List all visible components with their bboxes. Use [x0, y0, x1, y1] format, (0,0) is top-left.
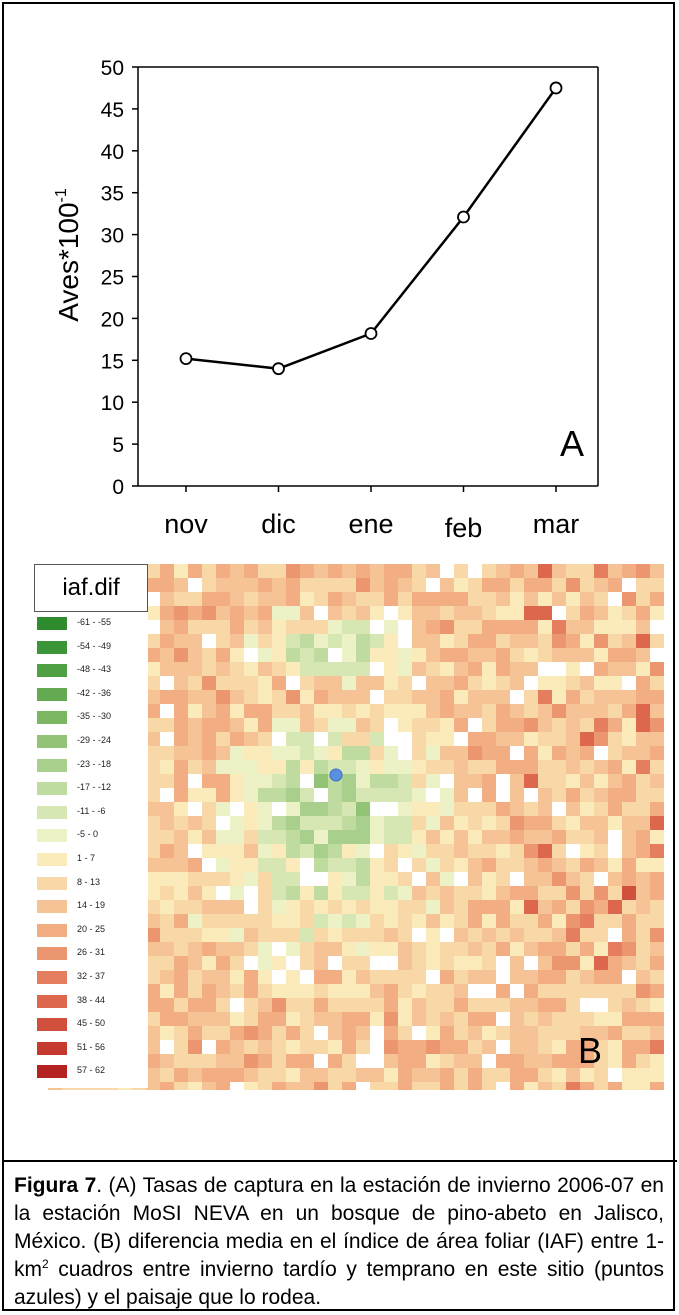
legend-swatch [36, 663, 68, 679]
caption-label: Figura 7 [14, 1174, 97, 1197]
legend-item: 51 - 56 [34, 1039, 148, 1058]
legend-swatch [36, 1017, 68, 1033]
x-tick-label: dic [261, 509, 296, 539]
y-tick-label: 25 [101, 267, 124, 290]
legend-item: 1 - 7 [34, 850, 148, 869]
legend-label: 57 - 62 [77, 1065, 106, 1076]
panel-label-b: B [578, 1030, 603, 1071]
legend-label: -42 - -36 [77, 687, 112, 698]
legend-label: -17 - -12 [77, 782, 112, 793]
figure-caption: Figura 7. (A) Tasas de captura en la est… [14, 1172, 664, 1312]
legend-swatch [36, 804, 68, 820]
y-tick-label: 15 [101, 350, 124, 373]
station-point [329, 768, 343, 782]
map-legend: -61 - -55 -54 - -49 -48 - -43 -42 - -36 -35 … [34, 612, 148, 1088]
legend-item: -11 - -6 [34, 803, 148, 822]
x-tick-label: mar [533, 509, 580, 539]
legend-swatch [36, 970, 68, 985]
line-chart-a: 0 5 10 15 20 25 30 35 40 45 50 nov dic ene feb mar A A… [53, 57, 599, 543]
caption-text-2: cuadros entre invierno tardío y temprano… [14, 1258, 664, 1309]
legend-label: 26 - 31 [77, 947, 106, 958]
legend-label: -61 - -55 [77, 617, 112, 627]
y-tick-label: 35 [101, 183, 124, 206]
legend-swatch [36, 993, 68, 1009]
y-tick-label: 50 [101, 57, 124, 80]
legend-item: -42 - -36 [34, 685, 148, 704]
y-tick-label: 0 [112, 476, 124, 499]
data-point [457, 210, 470, 224]
legend-title: iaf.dif [34, 564, 148, 612]
legend-item: -54 - -49 [34, 638, 148, 657]
caption-superscript: 2 [42, 1257, 49, 1271]
legend-item: 38 - 44 [34, 992, 148, 1011]
legend-label: 45 - 50 [77, 1018, 106, 1029]
legend-label: 14 - 19 [77, 900, 106, 911]
y-axis-label: Aves*100-1 [53, 188, 84, 322]
legend-swatch [36, 1040, 68, 1056]
y-tick-label: 10 [101, 392, 124, 415]
legend-swatch [36, 1064, 68, 1080]
legend-item: -5 - 0 [34, 826, 148, 845]
legend-item: 26 - 31 [34, 944, 148, 963]
legend-label: -54 - -49 [77, 640, 112, 651]
legend-item: 57 - 62 [34, 1062, 148, 1081]
data-point [364, 327, 378, 340]
legend-swatch [36, 686, 68, 702]
legend-swatch [36, 757, 68, 773]
series-line [185, 87, 558, 370]
legend-item: 14 - 19 [34, 897, 148, 916]
legend-item: -61 - -55 [34, 614, 148, 633]
legend-label: -23 - -18 [77, 758, 112, 769]
legend-item: -35 - -30 [34, 708, 148, 727]
legend-label: 32 - 37 [77, 971, 106, 981]
legend-swatch [36, 946, 68, 962]
legend-label: 8 - 13 [77, 876, 101, 887]
legend-swatch [36, 639, 68, 655]
legend-item: 45 - 50 [34, 1015, 148, 1034]
x-tick-label: feb [445, 513, 483, 543]
y-axis: 0 5 10 15 20 25 30 35 40 45 50 [101, 57, 599, 499]
legend-item: 32 - 37 [34, 968, 148, 987]
data-point [549, 81, 563, 95]
legend-label: 1 - 7 [77, 853, 96, 863]
legend-item: -29 - -24 [34, 732, 148, 751]
legend-swatch [36, 828, 68, 844]
y-tick-label: 40 [101, 141, 124, 164]
legend-label: -5 - 0 [77, 829, 99, 840]
caption-divider [2, 1160, 677, 1162]
y-tick-label: 20 [101, 308, 124, 331]
legend-label: -11 - -6 [77, 805, 106, 816]
legend-item: -48 - -43 [34, 661, 148, 680]
legend-swatch [36, 852, 68, 867]
legend-label: 38 - 44 [77, 994, 106, 1005]
legend-item: 20 - 25 [34, 921, 148, 940]
caption-text: . (A) Tasas de captura en la estación de… [14, 1174, 664, 1281]
legend-swatch [36, 875, 68, 891]
data-point [272, 362, 285, 376]
legend-label: -48 - -43 [77, 664, 112, 675]
legend-item: 8 - 13 [34, 874, 148, 893]
legend-item: -23 - -18 [34, 756, 148, 775]
legend-swatch [36, 899, 68, 915]
y-tick-label: 45 [101, 99, 124, 122]
legend-swatch [36, 710, 68, 726]
legend-label: 20 - 25 [77, 923, 106, 934]
legend-label: -35 - -30 [77, 711, 112, 722]
panel-label-a: A [560, 423, 584, 464]
series-layer [179, 81, 563, 376]
legend-swatch [36, 734, 68, 749]
legend-label: -29 - -24 [77, 735, 112, 745]
legend-label: 51 - 56 [77, 1041, 106, 1052]
y-tick-label: 30 [101, 225, 124, 248]
legend-item: -17 - -12 [34, 779, 148, 798]
legend-swatch [36, 616, 68, 631]
x-tick-label: ene [348, 509, 393, 539]
x-axis: nov dic ene feb mar [138, 485, 598, 543]
legend-swatch [36, 781, 68, 797]
x-tick-label: nov [164, 509, 208, 539]
y-tick-label: 5 [112, 434, 124, 457]
legend-swatch [36, 922, 68, 938]
data-point [179, 352, 193, 366]
